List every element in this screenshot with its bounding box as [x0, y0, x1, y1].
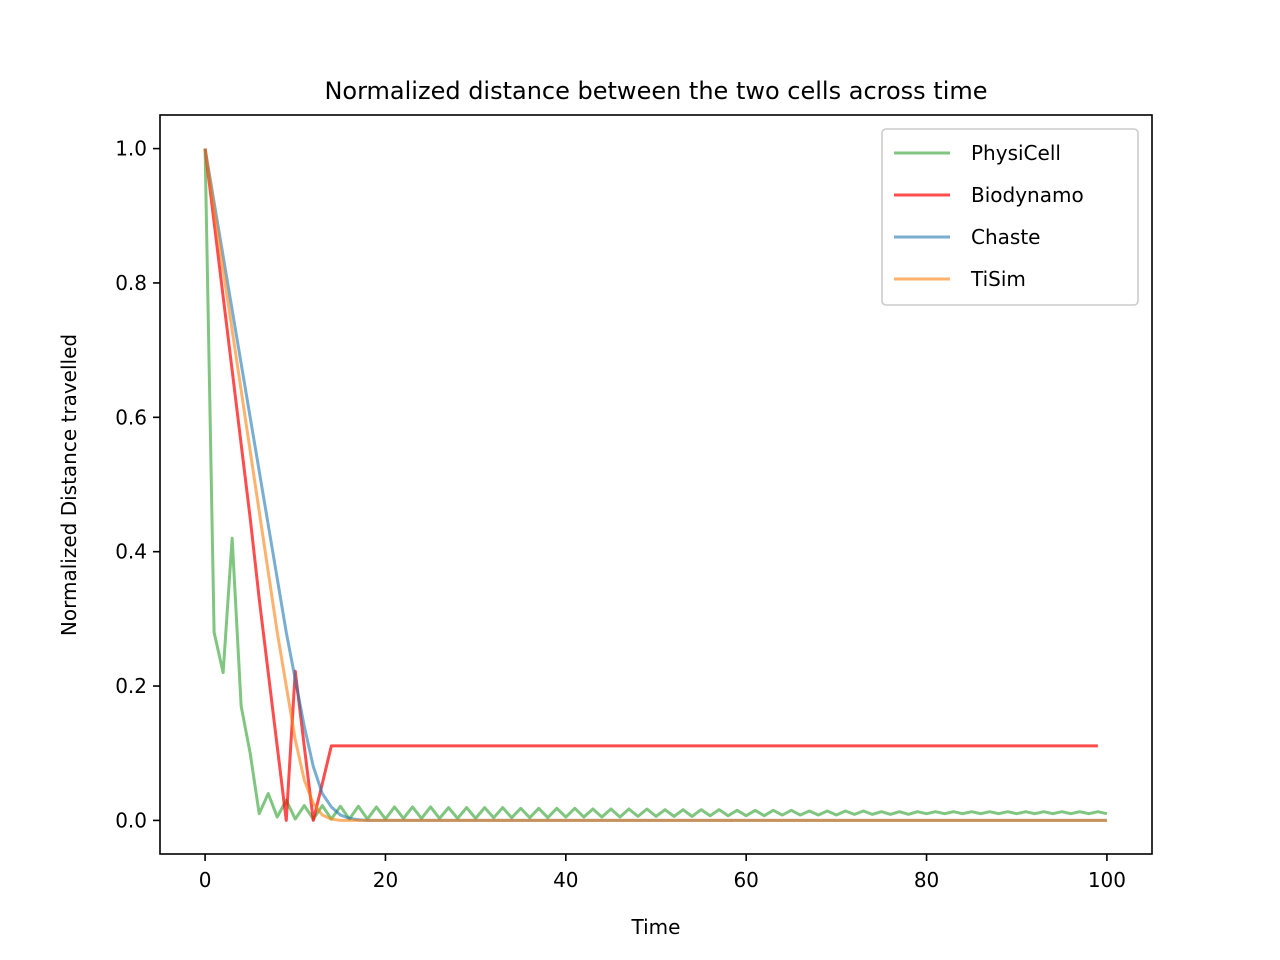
legend-item-physicell: PhysiCell — [894, 141, 1061, 165]
plot-frame — [159, 114, 1153, 855]
legend-label: TiSim — [970, 267, 1026, 291]
series-tisim — [203, 148, 1107, 822]
y-tick-label: 1.0 — [115, 137, 147, 161]
x-tick-label: 40 — [553, 868, 578, 892]
legend-item-biodynamo: Biodynamo — [894, 183, 1084, 207]
x-tick-label: 80 — [914, 868, 939, 892]
y-tick-label: 0.0 — [115, 808, 147, 832]
legend: PhysiCell Biodynamo Chaste TiSim — [881, 128, 1139, 306]
y-tick-label: 0.2 — [115, 674, 147, 698]
chart-title: Normalized distance between the two cell… — [324, 77, 987, 105]
legend-label: Biodynamo — [971, 183, 1084, 207]
legend-item-chaste: Chaste — [894, 225, 1040, 249]
legend-label: PhysiCell — [971, 141, 1061, 165]
series-line-physicell — [203, 148, 1108, 821]
y-tick-label: 0.6 — [115, 405, 147, 429]
legend-label: Chaste — [971, 225, 1040, 249]
plot-area — [203, 148, 1108, 822]
series-line-biodynamo — [203, 148, 1098, 822]
legend-box — [881, 128, 1139, 306]
x-tick-label: 60 — [733, 868, 758, 892]
x-axis-label: Time — [631, 915, 681, 939]
legend-item-tisim: TiSim — [894, 267, 1026, 291]
y-tick-label: 0.8 — [115, 271, 147, 295]
series-line-tisim — [203, 148, 1107, 822]
y-tick-label: 0.4 — [115, 540, 147, 564]
series-biodynamo — [203, 148, 1098, 822]
y-axis-ticks: 0.0 0.2 0.4 0.6 0.8 1.0 — [115, 137, 160, 832]
x-tick-label: 20 — [373, 868, 398, 892]
y-axis-label: Normalized Distance travelled — [57, 334, 81, 636]
series-physicell — [203, 148, 1108, 821]
x-axis-ticks: 0 20 40 60 80 100 — [199, 854, 1126, 892]
x-tick-label: 100 — [1088, 868, 1126, 892]
x-tick-label: 0 — [199, 868, 212, 892]
